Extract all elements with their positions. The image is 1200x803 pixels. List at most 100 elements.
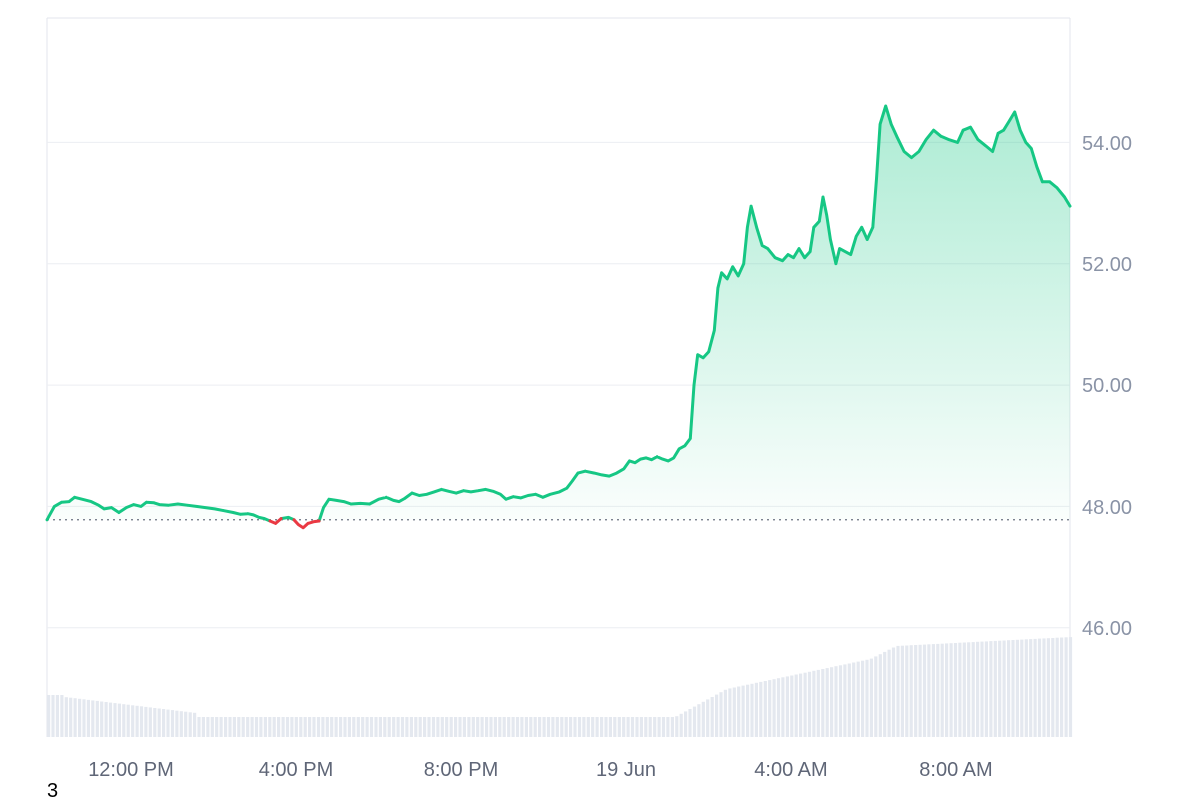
volume-bar — [551, 717, 555, 737]
volume-bar — [308, 717, 312, 737]
volume-bar — [343, 717, 347, 737]
y-tick-label: 52.00 — [1082, 254, 1132, 276]
volume-bar — [339, 717, 343, 737]
volume-bar — [369, 717, 374, 737]
volume-bar — [427, 717, 431, 737]
volume-bar — [856, 661, 860, 737]
volume-bar — [524, 717, 528, 737]
volume-bar — [971, 642, 975, 737]
volume-bar — [392, 717, 396, 737]
volume-bar — [595, 717, 599, 737]
volume-bar — [653, 717, 657, 737]
volume-bar — [153, 708, 157, 737]
volume-bar — [830, 667, 834, 737]
volume-bar — [768, 680, 772, 737]
volume-bar — [476, 717, 480, 737]
volume-bar — [1064, 637, 1068, 737]
volume-bar — [281, 717, 285, 737]
volume-bar — [684, 711, 688, 737]
volume-bar — [661, 717, 666, 737]
volume-bar — [715, 694, 719, 737]
volume-bar — [210, 717, 214, 737]
volume-bar — [250, 717, 254, 737]
volume-bar — [891, 647, 896, 737]
volume-bar — [515, 717, 520, 737]
volume-bar — [78, 698, 82, 737]
volume-bar — [135, 705, 139, 737]
y-tick-label: 50.00 — [1082, 375, 1132, 397]
volume-bar — [622, 717, 626, 737]
volume-bar — [564, 717, 568, 737]
volume-bar — [493, 717, 497, 737]
x-tick-label: 4:00 PM — [259, 759, 333, 781]
volume-bar — [387, 717, 391, 737]
volume-bar — [69, 697, 73, 737]
volume-bar — [980, 641, 984, 737]
volume-bar — [1055, 637, 1059, 737]
volume-bar — [91, 700, 95, 737]
volume-bar — [905, 645, 909, 737]
volume-bar — [967, 642, 971, 737]
volume-bar — [737, 686, 741, 737]
volume-bar — [82, 699, 86, 737]
x-tick-label: 12:00 PM — [88, 759, 174, 781]
volume-bar — [237, 717, 241, 737]
volume-bar — [254, 717, 259, 737]
volume-bar — [418, 717, 422, 737]
volume-bar — [962, 642, 966, 737]
volume-bar — [1037, 638, 1042, 737]
volume-bar — [480, 717, 484, 737]
volume-bar — [285, 717, 290, 737]
volume-bar — [502, 717, 506, 737]
volume-bar — [511, 717, 515, 737]
volume-bar — [299, 717, 303, 737]
volume-bar — [436, 717, 440, 737]
volume-bar — [604, 717, 608, 737]
volume-bar — [139, 706, 144, 737]
volume-bar — [754, 682, 758, 737]
volume-bar — [321, 717, 325, 737]
volume-bar — [73, 698, 77, 737]
volume-bar — [1042, 638, 1046, 737]
volume-bar — [648, 717, 652, 737]
volume-bar — [984, 641, 988, 737]
volume-bar — [940, 643, 944, 737]
volume-bar — [936, 643, 940, 737]
volume-bar — [374, 717, 378, 737]
volume-bar — [95, 700, 99, 737]
volume-bar — [533, 717, 537, 737]
volume-bar — [224, 717, 228, 737]
volume-bar — [670, 717, 674, 737]
volume-bar — [162, 709, 166, 737]
volume-bar — [184, 711, 188, 737]
volume-bar — [918, 644, 922, 737]
volume-bar — [272, 717, 276, 737]
volume-bar — [887, 649, 891, 737]
volume-bar — [706, 699, 710, 737]
volume-bar — [794, 674, 798, 737]
volume-bar — [710, 697, 714, 737]
volume-bar — [701, 701, 705, 737]
volume-bar — [1007, 640, 1011, 737]
volume-bar — [400, 717, 405, 737]
volume-bar — [976, 641, 980, 737]
volume-bar — [144, 706, 148, 737]
volume-bar — [600, 717, 604, 737]
y-tick-label: 54.00 — [1082, 133, 1132, 155]
volume-bar — [334, 717, 338, 737]
volume-bar — [781, 677, 785, 737]
volume-bar — [958, 642, 962, 737]
volume-bar — [772, 679, 776, 737]
volume-bar — [630, 717, 635, 737]
volume-bar — [657, 717, 661, 737]
volume-bar — [268, 717, 272, 737]
volume-bar — [294, 717, 298, 737]
volume-bar — [471, 717, 475, 737]
volume-bar — [365, 717, 369, 737]
volume-bar — [909, 645, 913, 737]
volume-bar — [613, 717, 617, 737]
x-tick-label: 19 Jun — [596, 759, 656, 781]
volume-bar — [148, 707, 152, 737]
volume-bar — [405, 717, 409, 737]
